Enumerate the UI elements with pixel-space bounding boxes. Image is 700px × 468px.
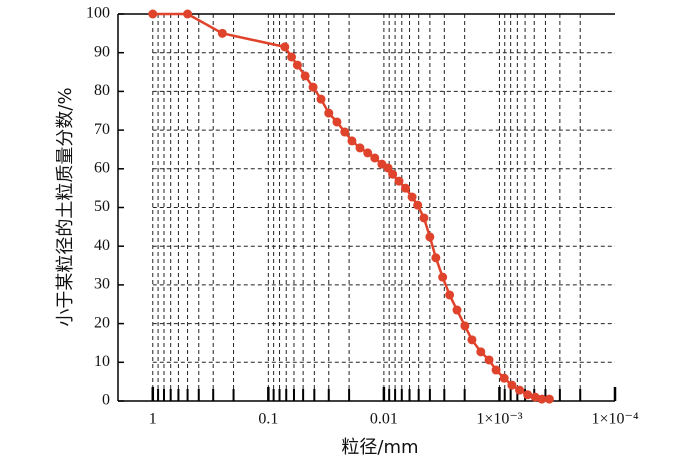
data-point [316,94,326,104]
y-tick-label: 80 [94,82,110,99]
data-point [355,143,365,153]
data-point [445,290,455,300]
data-point [332,117,342,127]
y-tick-label: 40 [94,237,110,254]
data-point [148,9,158,19]
x-tick-label: 1 [149,411,157,428]
data-point [419,213,429,223]
x-tick-label: 0.01 [370,411,398,428]
data-point [484,355,494,365]
data-point [300,71,310,81]
y-tick-label: 100 [86,5,110,22]
data-point [499,373,509,383]
data-point [413,200,423,210]
y-tick-label: 10 [94,353,110,370]
data-point [425,232,435,242]
data-point [292,60,302,70]
data-point [515,385,525,395]
y-tick-label: 0 [102,392,110,409]
data-point [438,272,448,282]
data-point [280,42,290,52]
x-tick-label: 1×10⁻³ [476,411,522,428]
data-point [388,169,398,179]
data-point [507,380,517,390]
y-axis-title: 小于某粒径的土粒质量分数/% [55,87,76,326]
data-point [407,192,417,202]
data-point [523,390,533,400]
x-tick-label: 1×10⁻⁴ [591,411,638,428]
y-tick-label: 90 [94,43,110,60]
data-point [217,28,227,38]
data-point [287,52,297,62]
data-point [452,305,462,315]
y-tick-label: 30 [94,276,110,293]
data-point [363,148,373,158]
data-point [308,82,318,92]
data-point [431,253,441,263]
data-point [394,176,404,186]
data-point [544,394,554,404]
data-point [476,347,486,357]
y-tick-label: 50 [94,198,110,215]
data-point [383,163,393,173]
x-tick-label: 0.1 [258,411,278,428]
data-point [324,108,334,118]
y-tick-label: 60 [94,159,110,176]
data-point [401,183,411,193]
data-point [340,127,350,137]
y-tick-label: 20 [94,314,110,331]
y-tick-label: 70 [94,121,110,138]
data-point [491,365,501,375]
data-point [347,136,357,146]
x-axis-title: 粒径/mm [341,437,418,458]
data-point [370,153,380,163]
data-line [152,12,550,401]
data-point [183,9,193,19]
data-point [467,335,477,345]
data-point [537,394,547,404]
data-point [460,321,470,331]
